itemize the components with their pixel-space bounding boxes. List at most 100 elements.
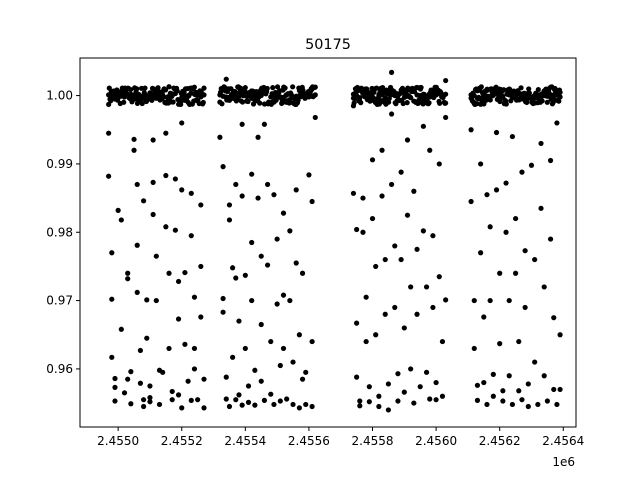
- data-point: [512, 270, 519, 276]
- data-point: [500, 388, 506, 394]
- data-point: [182, 93, 188, 99]
- baseline-point: [257, 100, 263, 106]
- data-point: [443, 297, 449, 303]
- data-point: [258, 321, 264, 328]
- data-point: [430, 92, 436, 98]
- x-offset-label: 1e6: [552, 455, 575, 469]
- data-point: [436, 161, 442, 167]
- data-point: [423, 369, 430, 375]
- data-point: [163, 224, 169, 230]
- data-point: [395, 398, 401, 404]
- data-point: [420, 228, 426, 234]
- data-point: [382, 95, 388, 101]
- data-point: [226, 202, 233, 208]
- data-point: [182, 341, 188, 347]
- data-point: [439, 393, 446, 399]
- data-point: [160, 369, 166, 375]
- data-point: [125, 376, 131, 382]
- x-tick-label: 2.4550: [97, 434, 139, 448]
- data-point: [538, 205, 544, 211]
- data-point: [261, 121, 268, 127]
- data-point: [487, 297, 493, 304]
- data-point: [188, 190, 194, 196]
- data-point: [312, 114, 318, 121]
- data-point: [408, 366, 414, 372]
- data-point: [236, 392, 242, 398]
- data-point: [258, 92, 264, 99]
- data-point: [179, 120, 185, 126]
- data-point: [109, 296, 115, 302]
- data-point: [258, 253, 264, 259]
- x-tick-label: 2.4554: [224, 434, 266, 448]
- data-point: [261, 397, 268, 403]
- data-point: [125, 276, 131, 282]
- data-point: [233, 181, 239, 188]
- baseline-point: [386, 95, 392, 102]
- data-point: [385, 407, 392, 413]
- baseline-point: [478, 84, 484, 90]
- data-point: [239, 402, 245, 408]
- data-point: [296, 405, 302, 411]
- data-point: [411, 400, 417, 406]
- data-point: [388, 181, 395, 188]
- data-point: [264, 181, 271, 188]
- data-point: [497, 92, 503, 98]
- data-point: [118, 217, 124, 223]
- data-point: [430, 233, 436, 239]
- data-point: [551, 386, 557, 393]
- data-point: [191, 294, 198, 300]
- data-point: [506, 373, 512, 379]
- y-tick-label: 0.98: [46, 225, 73, 239]
- baseline-point: [237, 85, 244, 91]
- data-point: [249, 95, 255, 101]
- data-point: [128, 369, 134, 375]
- x-tick-label: 2.4552: [161, 434, 203, 448]
- data-point: [236, 318, 242, 324]
- data-point: [379, 147, 385, 153]
- data-point: [427, 147, 433, 153]
- data-point: [497, 341, 503, 347]
- data-point: [519, 397, 525, 403]
- data-point: [201, 92, 207, 98]
- y-axis: 0.96 0.97 0.98 0.99 1.00: [46, 89, 80, 376]
- data-point: [379, 92, 385, 98]
- plot-frame: [79, 57, 577, 428]
- data-point: [125, 270, 131, 276]
- data-point: [471, 92, 477, 99]
- data-point: [385, 381, 392, 387]
- chart-title: 50175: [305, 37, 351, 53]
- data-point: [131, 92, 137, 98]
- data-point: [233, 275, 239, 281]
- data-point: [131, 136, 137, 142]
- baseline-point: [127, 86, 134, 93]
- data-point: [226, 217, 233, 223]
- data-point: [280, 345, 287, 352]
- x-tick-label: 2.4558: [352, 434, 394, 448]
- data-point: [230, 354, 236, 360]
- baseline-point: [474, 101, 480, 107]
- data-point: [522, 304, 528, 311]
- data-point: [118, 92, 124, 99]
- baseline-point: [544, 99, 550, 105]
- data-point: [471, 297, 477, 304]
- x-tick-label: 2.4560: [415, 434, 457, 448]
- data-point: [303, 369, 309, 375]
- data-point: [436, 274, 442, 280]
- x-tick-label: 2.4556: [288, 434, 330, 448]
- data-point: [280, 292, 287, 298]
- data-point: [306, 172, 312, 178]
- data-point: [179, 405, 185, 411]
- data-point: [350, 103, 357, 109]
- data-point: [430, 304, 436, 311]
- baseline-point: [501, 87, 507, 93]
- data-point: [360, 229, 366, 235]
- data-point: [427, 396, 433, 402]
- data-point: [118, 326, 124, 332]
- data-point: [417, 384, 423, 390]
- data-point: [293, 187, 299, 193]
- data-point: [277, 398, 283, 404]
- data-point: [299, 270, 306, 276]
- data-point: [255, 134, 261, 140]
- x-axis: 2.4550 2.4552 2.4554 2.4556 2.4558 2.4560 2.45…: [97, 427, 584, 448]
- data-point: [137, 380, 144, 386]
